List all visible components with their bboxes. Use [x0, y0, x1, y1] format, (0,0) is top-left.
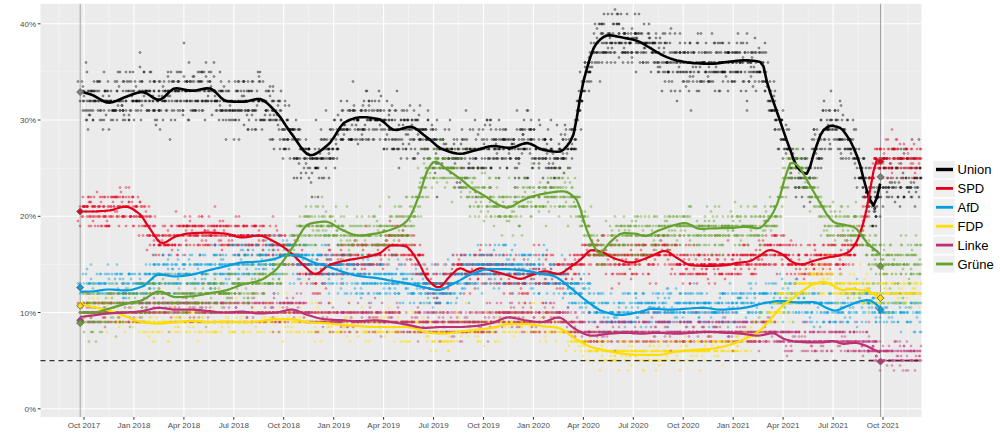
svg-text:Linke: Linke [958, 238, 989, 253]
svg-text:Jan 2021: Jan 2021 [717, 421, 750, 430]
svg-text:SPD: SPD [958, 181, 985, 196]
svg-text:20%: 20% [20, 212, 36, 221]
svg-text:Apr 2021: Apr 2021 [767, 421, 800, 430]
svg-text:Apr 2018: Apr 2018 [168, 421, 201, 430]
svg-text:Jul 2020: Jul 2020 [618, 421, 649, 430]
svg-text:Jan 2020: Jan 2020 [517, 421, 550, 430]
svg-text:0%: 0% [24, 405, 36, 414]
svg-text:Oct 2018: Oct 2018 [267, 421, 300, 430]
svg-text:FDP: FDP [958, 219, 984, 234]
svg-text:Jul 2021: Jul 2021 [818, 421, 849, 430]
svg-text:Apr 2019: Apr 2019 [367, 421, 400, 430]
svg-text:Jan 2019: Jan 2019 [317, 421, 350, 430]
svg-text:Apr 2020: Apr 2020 [567, 421, 600, 430]
svg-text:30%: 30% [20, 116, 36, 125]
svg-text:Jul 2018: Jul 2018 [219, 421, 250, 430]
svg-text:Oct 2019: Oct 2019 [467, 421, 500, 430]
svg-text:40%: 40% [20, 20, 36, 29]
svg-text:Oct 2017: Oct 2017 [68, 421, 101, 430]
svg-text:AfD: AfD [958, 200, 980, 215]
svg-text:Union: Union [958, 162, 992, 177]
svg-text:Oct 2021: Oct 2021 [867, 421, 900, 430]
svg-text:Grüne: Grüne [958, 257, 994, 272]
svg-text:10%: 10% [20, 309, 36, 318]
svg-text:Oct 2020: Oct 2020 [667, 421, 700, 430]
svg-text:Jul 2019: Jul 2019 [418, 421, 449, 430]
svg-text:Jan 2018: Jan 2018 [117, 421, 150, 430]
